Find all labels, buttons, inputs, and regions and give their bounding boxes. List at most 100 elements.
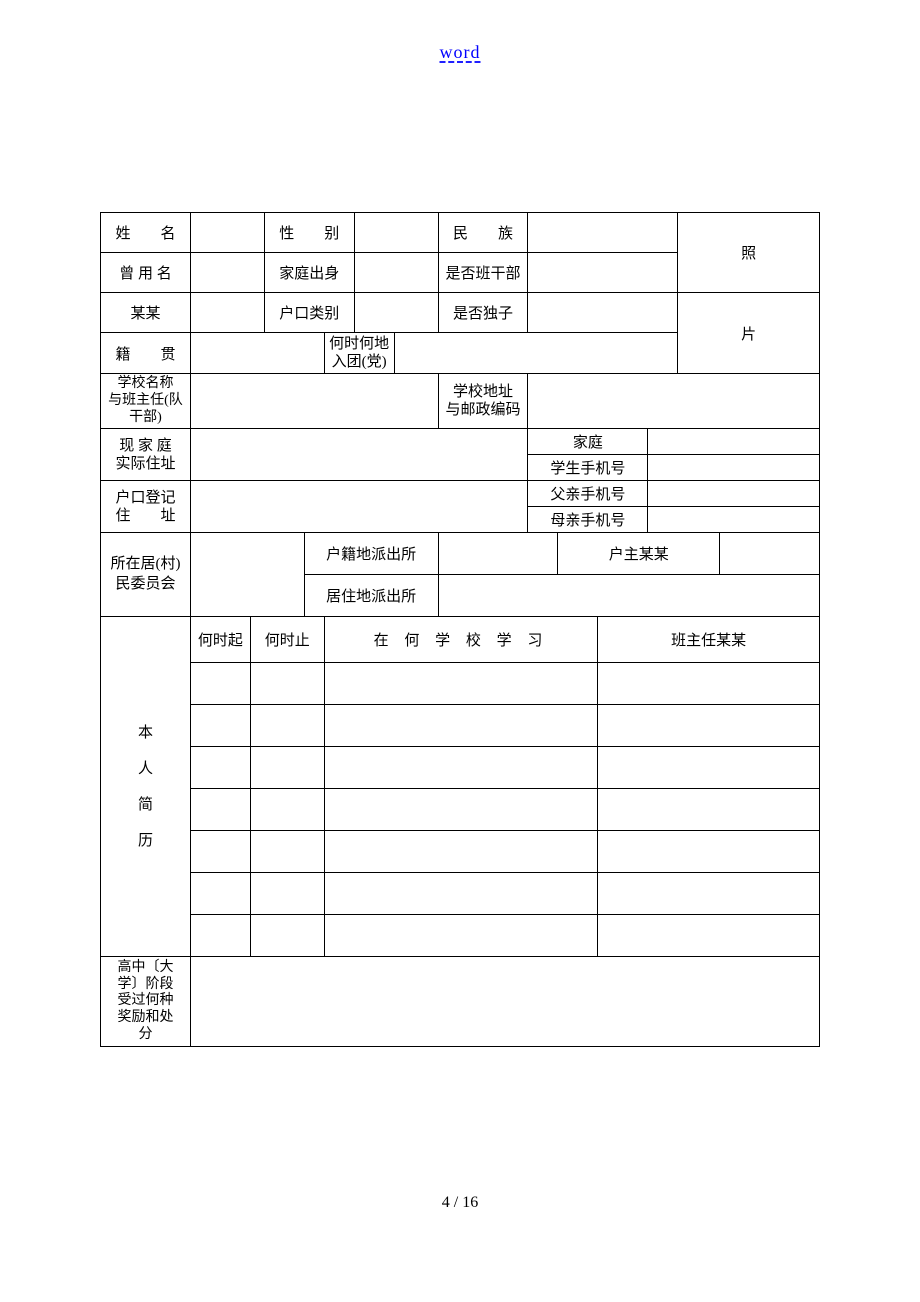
row-history-header: 本人简历 何时起 何时止 在 何 学 校 学 习 班主任某某 xyxy=(101,617,820,663)
committee-label: 所在居(村)民委员会 xyxy=(101,533,191,617)
hukou-type-label: 户口类别 xyxy=(264,293,354,333)
residence-police-value[interactable] xyxy=(438,575,819,617)
student-phone-label: 学生手机号 xyxy=(528,455,648,481)
family-origin-label: 家庭出身 xyxy=(264,253,354,293)
history-from-1[interactable] xyxy=(190,663,250,705)
is-cadre-value[interactable] xyxy=(528,253,678,293)
someone-label: 某某 xyxy=(101,293,191,333)
native-place-label: 籍 贯 xyxy=(101,333,191,374)
student-phone-value[interactable] xyxy=(648,455,820,481)
school-name-label: 学校名称与班主任(队干部) xyxy=(101,374,191,429)
is-cadre-label: 是否班干部 xyxy=(438,253,528,293)
history-to-label: 何时止 xyxy=(250,617,324,663)
history-school-7[interactable] xyxy=(324,915,598,957)
awards-label: 高中〔大学〕阶段受过何种奖励和处分 xyxy=(101,957,191,1047)
row-committee-hukou-police: 所在居(村)民委员会 户籍地派出所 户主某某 xyxy=(101,533,820,575)
residence-police-label: 居住地派出所 xyxy=(304,575,438,617)
photo-label-bottom: 片 xyxy=(678,293,820,374)
history-from-6[interactable] xyxy=(190,873,250,915)
history-school-1[interactable] xyxy=(324,663,598,705)
history-from-4[interactable] xyxy=(190,789,250,831)
is-only-child-value[interactable] xyxy=(528,293,678,333)
history-to-6[interactable] xyxy=(250,873,324,915)
history-school-5[interactable] xyxy=(324,831,598,873)
row-name-gender-ethnicity: 姓 名 性 别 民 族 照 xyxy=(101,213,820,253)
hukou-addr-value[interactable] xyxy=(190,481,528,533)
history-school-2[interactable] xyxy=(324,705,598,747)
home-addr-value[interactable] xyxy=(190,429,528,481)
history-from-2[interactable] xyxy=(190,705,250,747)
name-label: 姓 名 xyxy=(101,213,191,253)
former-name-label: 曾 用 名 xyxy=(101,253,191,293)
father-phone-value[interactable] xyxy=(648,481,820,507)
is-only-child-label: 是否独子 xyxy=(438,293,528,333)
join-party-label: 何时何地入团(党) xyxy=(324,333,394,374)
history-school-label: 在 何 学 校 学 习 xyxy=(324,617,598,663)
awards-value[interactable] xyxy=(190,957,819,1047)
hukou-type-value[interactable] xyxy=(354,293,438,333)
registration-form-table: 姓 名 性 别 民 族 照 曾 用 名 家庭出身 是否班干部 某某 户口类别 是… xyxy=(100,212,820,1047)
history-row-1 xyxy=(101,663,820,705)
page-number: 4 / 16 xyxy=(442,1194,478,1212)
family-value[interactable] xyxy=(648,429,820,455)
history-teacher-6[interactable] xyxy=(598,873,820,915)
history-to-3[interactable] xyxy=(250,747,324,789)
row-school-name-addr: 学校名称与班主任(队干部) 学校地址与邮政编码 xyxy=(101,374,820,429)
history-school-3[interactable] xyxy=(324,747,598,789)
history-from-5[interactable] xyxy=(190,831,250,873)
row-awards: 高中〔大学〕阶段受过何种奖励和处分 xyxy=(101,957,820,1047)
ethnicity-value[interactable] xyxy=(528,213,678,253)
header-word-link[interactable]: word xyxy=(440,42,481,63)
history-row-2 xyxy=(101,705,820,747)
history-teacher-2[interactable] xyxy=(598,705,820,747)
row-someone-hukou-onlychild: 某某 户口类别 是否独子 片 xyxy=(101,293,820,333)
history-to-4[interactable] xyxy=(250,789,324,831)
someone-value[interactable] xyxy=(190,293,264,333)
family-origin-value[interactable] xyxy=(354,253,438,293)
hukou-police-value[interactable] xyxy=(438,533,558,575)
hukou-police-label: 户籍地派出所 xyxy=(304,533,438,575)
history-teacher-4[interactable] xyxy=(598,789,820,831)
history-teacher-label: 班主任某某 xyxy=(598,617,820,663)
history-school-4[interactable] xyxy=(324,789,598,831)
hukou-addr-label: 户口登记住 址 xyxy=(101,481,191,533)
householder-label: 户主某某 xyxy=(558,533,720,575)
former-name-value[interactable] xyxy=(190,253,264,293)
row-home-addr-top: 现 家 庭实际住址 家庭 xyxy=(101,429,820,455)
householder-value[interactable] xyxy=(720,533,820,575)
father-phone-label: 父亲手机号 xyxy=(528,481,648,507)
school-name-value[interactable] xyxy=(190,374,438,429)
history-teacher-1[interactable] xyxy=(598,663,820,705)
school-addr-label: 学校地址与邮政编码 xyxy=(438,374,528,429)
join-party-value[interactable] xyxy=(394,333,678,374)
history-teacher-5[interactable] xyxy=(598,831,820,873)
native-place-value[interactable] xyxy=(190,333,324,374)
history-from-7[interactable] xyxy=(190,915,250,957)
gender-value[interactable] xyxy=(354,213,438,253)
history-to-5[interactable] xyxy=(250,831,324,873)
ethnicity-label: 民 族 xyxy=(438,213,528,253)
history-to-1[interactable] xyxy=(250,663,324,705)
committee-value[interactable] xyxy=(190,533,304,617)
history-row-7 xyxy=(101,915,820,957)
school-addr-value[interactable] xyxy=(528,374,820,429)
history-school-6[interactable] xyxy=(324,873,598,915)
history-row-3 xyxy=(101,747,820,789)
gender-label: 性 别 xyxy=(264,213,354,253)
history-from-3[interactable] xyxy=(190,747,250,789)
name-value[interactable] xyxy=(190,213,264,253)
mother-phone-value[interactable] xyxy=(648,507,820,533)
row-hukou-addr-top: 户口登记住 址 父亲手机号 xyxy=(101,481,820,507)
history-to-2[interactable] xyxy=(250,705,324,747)
history-from-label: 何时起 xyxy=(190,617,250,663)
family-label: 家庭 xyxy=(528,429,648,455)
history-row-6 xyxy=(101,873,820,915)
mother-phone-label: 母亲手机号 xyxy=(528,507,648,533)
history-row-4 xyxy=(101,789,820,831)
history-teacher-7[interactable] xyxy=(598,915,820,957)
home-addr-label: 现 家 庭实际住址 xyxy=(101,429,191,481)
history-to-7[interactable] xyxy=(250,915,324,957)
photo-label-top: 照 xyxy=(678,213,820,293)
history-section-label: 本人简历 xyxy=(101,617,191,957)
history-teacher-3[interactable] xyxy=(598,747,820,789)
